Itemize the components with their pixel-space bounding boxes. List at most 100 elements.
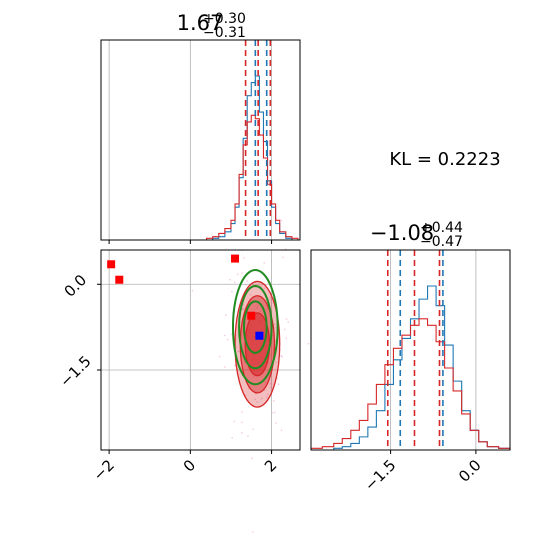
sample-point: [244, 322, 247, 325]
blue-marker: [255, 331, 264, 340]
right-xtick-label-0: −1.5: [361, 456, 399, 494]
sample-point: [252, 428, 254, 431]
sample-point: [191, 289, 194, 292]
sample-point: [266, 307, 268, 310]
sample-point: [254, 398, 257, 401]
sample-point: [241, 308, 244, 311]
joint-panel: −2 0 2 0.0 −1.5: [56, 219, 310, 533]
sample-point: [277, 383, 280, 386]
sample-point: [287, 321, 290, 323]
sample-point: [282, 256, 284, 259]
joint-xtick-label-2: 2: [261, 456, 280, 475]
sample-point: [280, 429, 283, 432]
sample-point: [238, 350, 241, 353]
sample-point: [233, 420, 236, 423]
marginal-y-panel: −1.5 0.0 −1.08 +0.44 −0.47: [310, 220, 511, 495]
sample-point: [254, 393, 257, 395]
sample-point: [256, 307, 259, 309]
sample-point: [280, 354, 283, 357]
sample-point: [224, 314, 227, 316]
sample-point: [230, 290, 233, 293]
sample-point: [256, 304, 259, 307]
marginal-y-frame: [310, 249, 511, 451]
sample-point: [259, 310, 262, 312]
red-marker-3: [247, 311, 256, 320]
sample-point: [263, 287, 266, 290]
sample-point: [285, 318, 288, 321]
marginal-x-frame: [100, 39, 301, 241]
sample-point: [269, 382, 272, 385]
sample-point: [241, 272, 243, 275]
sample-point: [263, 389, 266, 392]
sample-point: [269, 296, 272, 299]
sample-point: [218, 355, 221, 358]
sample-point: [260, 397, 263, 400]
marginal-y-title: −1.08: [370, 221, 434, 245]
marginal-x-panel: 1.67 +0.30 −0.31: [100, 11, 301, 244]
sample-point: [241, 421, 244, 424]
sample-point: [231, 436, 234, 439]
marginal-y-title-plus: +0.44: [420, 220, 463, 236]
sample-point: [230, 333, 233, 336]
green-contour-1: [238, 285, 273, 370]
sample-point: [269, 298, 272, 301]
sample-point: [246, 280, 249, 282]
sample-point: [253, 375, 255, 378]
sample-point: [273, 323, 276, 326]
sample-point: [264, 381, 267, 384]
red-marker-0: [107, 260, 116, 269]
marginal-y-series-1: [310, 318, 511, 450]
sample-point: [249, 293, 252, 296]
sample-point: [285, 337, 288, 340]
sample-point: [274, 326, 277, 329]
sample-point: [244, 283, 247, 286]
sample-point: [271, 412, 274, 414]
sample-point: [275, 422, 278, 424]
sample-point: [237, 350, 239, 353]
joint-xtick-label-1: 0: [180, 456, 199, 475]
marginal-x-title: 1.67: [177, 11, 224, 35]
sample-point: [241, 432, 243, 434]
sample-point: [233, 281, 236, 284]
sample-point: [226, 338, 229, 341]
sample-point: [223, 334, 226, 337]
sample-point: [234, 364, 236, 367]
sample-point: [247, 435, 249, 438]
marginal-y-series-0: [311, 285, 511, 451]
sample-point: [224, 366, 226, 368]
sample-point: [241, 410, 244, 413]
joint-xtick-label-0: −2: [90, 456, 118, 484]
sample-point: [263, 261, 266, 264]
green-contour-0: [231, 269, 279, 386]
sample-point: [269, 386, 272, 389]
sample-point: [242, 307, 245, 310]
sample-point: [266, 393, 269, 396]
marginal-y-title-minus: −0.47: [420, 234, 463, 250]
sample-point: [283, 328, 286, 331]
sample-point: [243, 361, 246, 364]
sample-point: [272, 400, 275, 402]
marginal-x-title-minus: −0.31: [203, 25, 246, 41]
marginal-x-series-0: [206, 75, 298, 241]
sample-point: [275, 361, 278, 364]
marginal-x-series-1: [206, 114, 299, 240]
sample-point: [280, 219, 283, 222]
sample-point: [229, 278, 231, 281]
right-xtick-label-1: 0.0: [455, 456, 485, 486]
joint-ytick-label-1: −1.5: [56, 352, 94, 390]
red-marker-2: [231, 254, 240, 263]
red-marker-1: [115, 275, 124, 284]
kl-annotation: KL = 0.2223: [389, 149, 500, 170]
sample-point: [256, 401, 259, 403]
sample-point: [251, 457, 253, 460]
sample-point: [266, 396, 268, 399]
sample-point: [252, 530, 254, 533]
sample-point: [281, 355, 283, 358]
green-contour-2: [242, 300, 268, 354]
sample-point: [236, 273, 239, 276]
joint-ytick-label-0: 0.0: [61, 271, 91, 301]
sample-point: [273, 411, 276, 414]
sample-point: [307, 342, 310, 345]
joint-frame: [100, 249, 301, 451]
